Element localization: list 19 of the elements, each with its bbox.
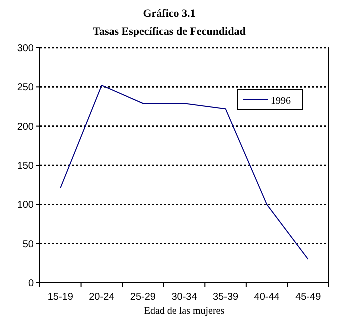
x-tick-label: 15-19 [48, 292, 74, 303]
line-series [60, 85, 309, 260]
x-tick-label: 20-24 [89, 292, 116, 303]
x-tick-label: 35-39 [212, 292, 240, 303]
y-tick-label: 250 [17, 82, 34, 94]
x-tick-label: 25-29 [130, 292, 156, 303]
y-tick-label: 300 [17, 44, 34, 54]
x-tick-label: 45-49 [296, 292, 322, 303]
chart-subtitle: Tasas Específicas de Fecundidad [93, 26, 246, 38]
x-tick-label: 30-34 [172, 292, 198, 303]
x-tick-label: 40-44 [254, 292, 280, 303]
legend-label: 1996 [271, 96, 291, 107]
y-tick-label: 200 [17, 122, 34, 133]
y-tick-label: 50 [22, 239, 34, 250]
x-axis-title: Edad de las mujeres [144, 306, 225, 317]
y-tick-label: 0 [28, 278, 34, 290]
chart-title: Gráfico 3.1 [143, 8, 196, 20]
y-tick-label: 150 [17, 161, 34, 172]
y-tick-label: 100 [17, 200, 34, 212]
